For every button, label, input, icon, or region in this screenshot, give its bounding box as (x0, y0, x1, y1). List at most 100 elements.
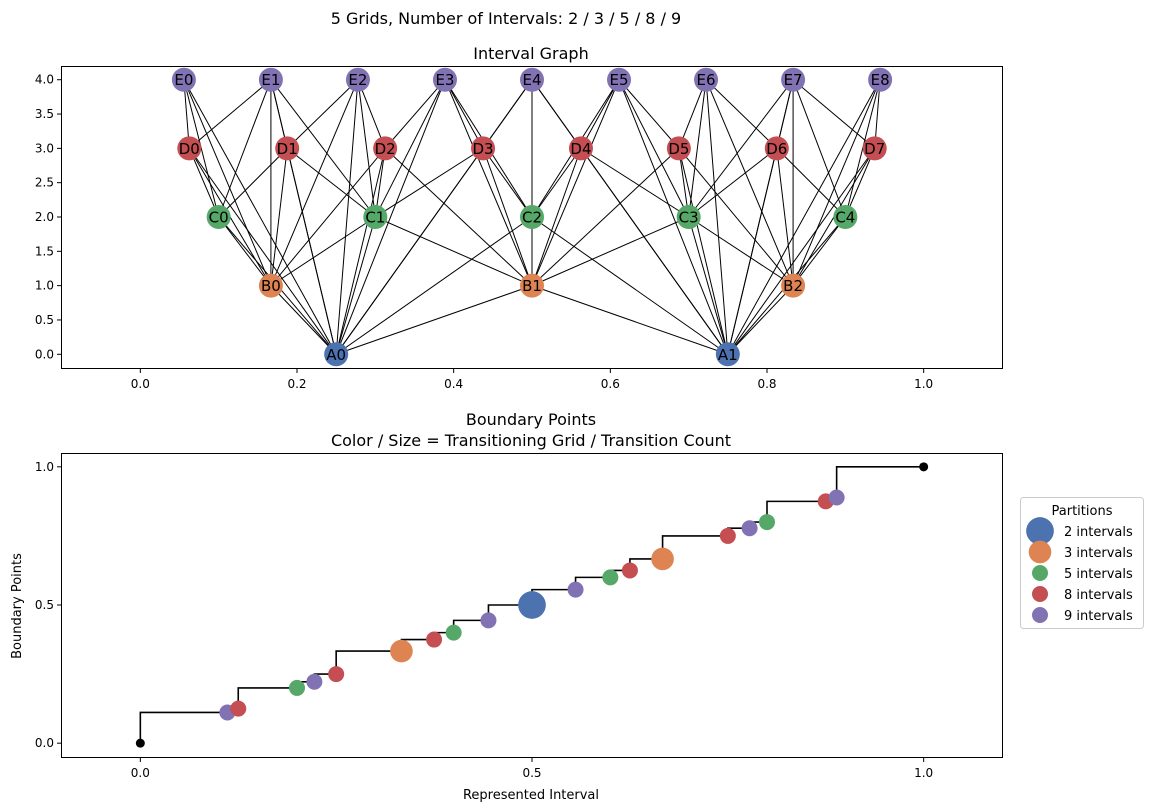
legend-label-A: 2 intervals (1064, 525, 1133, 540)
edge-D5-E6 (678, 79, 707, 149)
node-D7 (862, 136, 887, 161)
y-tick-label: 2.5 (35, 176, 54, 190)
edge-A1-B2 (727, 285, 794, 355)
legend-label-D: 8 intervals (1064, 588, 1133, 603)
node-label-C2: C2 (522, 209, 542, 227)
legend-label-C: 5 intervals (1064, 567, 1133, 582)
edge-C1-E2 (357, 79, 376, 218)
legend-marker-A (1026, 517, 1054, 545)
edge-D4-E4 (531, 79, 582, 149)
node-label-E5: E5 (610, 71, 629, 89)
edge-B1-D3 (482, 148, 533, 286)
x-tick-label: 1.0 (914, 377, 933, 391)
edge-A1-D5 (678, 148, 729, 355)
edge-B2-C3 (688, 216, 794, 287)
x-tick-label: 1.0 (914, 766, 933, 780)
edge-C4-D6 (776, 148, 846, 218)
edge-C4-D7 (844, 148, 876, 218)
interval-graph-title: Interval Graph (473, 44, 588, 63)
node-C0 (206, 205, 231, 229)
y-tick-label: 0.0 (35, 347, 54, 361)
edge-C2-D4 (531, 148, 582, 218)
endpoint-1 (919, 462, 929, 472)
y-tick-label: 0.5 (35, 598, 54, 612)
edge-A1-C3 (688, 216, 729, 355)
x-tick-label: 0.4 (444, 377, 463, 391)
y-tick-label: 0.0 (35, 736, 54, 750)
edge-D4-E5 (580, 79, 620, 149)
endpoint-0 (135, 738, 145, 748)
y-tick-label: 3.0 (35, 141, 54, 155)
edge-C1-D1 (286, 147, 376, 218)
legend-marker-E (1032, 607, 1048, 623)
edge-A0-C1 (335, 216, 376, 355)
boundary-point-12 (621, 562, 638, 579)
edge-B2-E8 (792, 79, 881, 286)
edge-D2-E2 (357, 79, 386, 149)
boundary-point-2 (289, 679, 305, 696)
partitions-legend: Partitions 2 intervals 3 intervals 5 inter… (1020, 497, 1144, 629)
edge-D1-E2 (286, 79, 359, 149)
edge-C1-E3 (374, 79, 446, 218)
edge-A0-B1 (336, 285, 533, 355)
node-label-B1: B1 (522, 277, 542, 295)
boundary-point-1 (230, 700, 247, 717)
boundary-points-subtitle: Color / Size = Transitioning Grid / Tran… (331, 431, 731, 450)
edge-A0-E3 (335, 79, 446, 355)
boundary-points (135, 462, 929, 748)
node-D4 (568, 136, 593, 161)
x-tick-label: 0.6 (601, 377, 620, 391)
edge-B0-E2 (270, 79, 359, 286)
interval-graph-x-ticks: 0.0 0.2 0.4 0.6 0.8 1.0 (131, 368, 933, 391)
node-E4 (520, 67, 544, 92)
edge-D3-E4 (482, 79, 533, 149)
edge-D3-E3 (444, 79, 484, 149)
node-label-D3: D3 (472, 140, 493, 158)
node-label-B2: B2 (783, 277, 803, 295)
boundary-point-15 (741, 520, 758, 537)
edge-B0-E0 (183, 79, 272, 286)
edge-B1-C1 (375, 216, 533, 287)
edge-C0-E1 (218, 79, 272, 218)
node-D2 (373, 136, 398, 161)
edge-A0-D2 (335, 148, 386, 355)
legend-label-E: 9 intervals (1064, 609, 1133, 624)
legend-title: Partitions (1052, 504, 1113, 519)
boundary-points-x-ticks: 0.0 0.5 1.0 (131, 757, 933, 780)
edge-D2-E3 (384, 79, 446, 149)
boundary-points-panel: Boundary Points Color / Size = Transitio… (10, 410, 1144, 803)
edge-C3-D4 (580, 147, 689, 218)
node-label-C4: C4 (835, 209, 855, 227)
node-label-A1: A1 (718, 346, 738, 364)
node-E3 (432, 67, 457, 92)
edge-A0-C2 (335, 216, 533, 355)
edge-C0-D1 (218, 148, 288, 218)
legend-marker-D (1032, 586, 1048, 602)
node-label-D2: D2 (375, 140, 396, 158)
node-A0 (324, 342, 349, 367)
boundary-point-11 (602, 569, 619, 586)
node-D0 (177, 136, 202, 161)
node-C1 (363, 205, 388, 229)
x-tick-label: 0.0 (131, 377, 150, 391)
edge-B1-D5 (531, 147, 680, 287)
edge-A0-B0 (270, 285, 337, 355)
edge-C3-E7 (688, 79, 794, 218)
interval-graph-y-ticks: 0.0 0.5 1.0 1.5 2.0 2.5 3.0 3.5 4.0 (35, 73, 62, 361)
node-A1 (715, 342, 740, 367)
x-tick-label: 0.8 (757, 377, 776, 391)
y-tick-label: 1.0 (35, 460, 54, 474)
node-label-D0: D0 (179, 140, 200, 158)
edge-A0-E2 (335, 79, 359, 355)
node-E5 (607, 67, 632, 92)
edge-A0-E0 (183, 79, 337, 355)
node-label-C0: C0 (209, 209, 229, 227)
boundary-point-10 (567, 581, 584, 598)
node-label-E8: E8 (871, 71, 890, 89)
y-tick-label: 0.5 (35, 313, 54, 327)
node-label-D7: D7 (864, 140, 885, 158)
edge-B1-D2 (384, 147, 533, 287)
edge-B1-E5 (531, 79, 620, 286)
node-D5 (666, 136, 691, 161)
node-E1 (258, 67, 283, 92)
